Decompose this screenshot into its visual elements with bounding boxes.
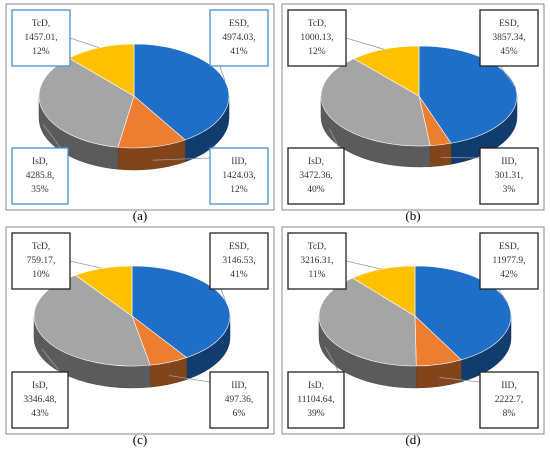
panel-caption: (c) bbox=[133, 432, 147, 447]
data-label-percent: 12% bbox=[308, 47, 326, 57]
data-label-value: 1424.03, bbox=[222, 171, 255, 181]
data-label-box bbox=[287, 371, 345, 429]
data-label-box bbox=[479, 371, 539, 429]
pie-slice-esd bbox=[418, 45, 518, 144]
data-label-box bbox=[209, 232, 269, 290]
pie-slice-isd bbox=[38, 57, 135, 148]
data-label-box bbox=[11, 371, 69, 429]
leader-line bbox=[152, 157, 211, 161]
data-label-percent: 12% bbox=[32, 47, 50, 57]
panel-caption: (b) bbox=[405, 208, 420, 223]
pie-slice-tcd bbox=[351, 265, 416, 317]
data-label-category: TcD, bbox=[308, 19, 327, 29]
data-label-percent: 40% bbox=[307, 185, 325, 195]
data-label-category: IsD, bbox=[32, 157, 48, 167]
data-label-category: IID, bbox=[501, 381, 517, 391]
data-label-value: 4974.03, bbox=[222, 33, 255, 43]
data-label-category: IsD, bbox=[32, 381, 48, 391]
data-label-category: TcD, bbox=[308, 242, 327, 252]
leader-line bbox=[69, 37, 100, 49]
data-label-category: IID, bbox=[231, 157, 247, 167]
data-label-box bbox=[479, 232, 539, 290]
data-label-value: 3216.31, bbox=[300, 256, 333, 266]
data-label-box bbox=[479, 9, 539, 67]
leader-line bbox=[440, 156, 481, 159]
data-label-percent: 41% bbox=[230, 270, 248, 280]
data-label-box bbox=[287, 9, 347, 67]
data-label-percent: 35% bbox=[31, 185, 49, 195]
leader-line bbox=[439, 377, 481, 383]
data-label-percent: 12% bbox=[230, 185, 248, 195]
pie-chart-panel: ESD, 3146.53, 41% IID, 497.36, 6% IsD, 3346.48,… bbox=[5, 226, 275, 447]
data-label-value: 3472.36, bbox=[299, 171, 332, 181]
data-label-category: IID, bbox=[501, 157, 517, 167]
data-label-box bbox=[209, 371, 269, 429]
data-label-value: 3857.34, bbox=[492, 33, 525, 43]
data-label-value: 759.17, bbox=[27, 256, 56, 266]
data-label-value: 11977.9, bbox=[493, 256, 526, 266]
data-label-percent: 42% bbox=[500, 270, 518, 280]
pie-chart-panel: ESD, 4974.03, 41% IID, 1424.03, 12% IsD, 4285.8… bbox=[5, 3, 275, 223]
data-label-percent: 10% bbox=[32, 270, 50, 280]
pie-slice-tcd bbox=[74, 265, 133, 317]
data-label-percent: 6% bbox=[233, 409, 246, 419]
data-label-category: ESD, bbox=[229, 19, 249, 29]
data-label-value: 497.36, bbox=[225, 395, 254, 405]
pie-chart-panel: ESD, 11977.9, 42% IID, 2222.7, 8% IsD, 11104.64… bbox=[281, 226, 545, 447]
leader-line bbox=[345, 260, 382, 270]
data-label-category: TcD, bbox=[32, 19, 51, 29]
data-label-box bbox=[209, 147, 269, 205]
data-label-percent: 8% bbox=[503, 409, 516, 419]
data-label-percent: 41% bbox=[230, 47, 248, 57]
data-label-percent: 11% bbox=[308, 270, 325, 280]
pie-slice-tcd bbox=[353, 45, 420, 97]
panel-caption: (a) bbox=[133, 208, 147, 223]
data-label-value: 1457.01, bbox=[24, 33, 57, 43]
data-label-category: ESD, bbox=[229, 242, 249, 252]
data-label-box bbox=[479, 147, 539, 205]
data-label-box bbox=[11, 232, 71, 290]
data-label-category: IsD, bbox=[308, 157, 324, 167]
pie-chart-panel: ESD, 3857.34, 45% IID, 301.31, 3% IsD, 3472.36,… bbox=[281, 3, 545, 223]
data-label-value: 3146.53, bbox=[222, 256, 255, 266]
data-label-percent: 45% bbox=[500, 47, 518, 57]
data-label-category: ESD, bbox=[499, 242, 519, 252]
data-label-value: 1000.13, bbox=[300, 33, 333, 43]
data-label-category: IsD, bbox=[308, 381, 324, 391]
data-label-box bbox=[287, 232, 347, 290]
data-label-box bbox=[287, 147, 345, 205]
data-label-category: ESD, bbox=[499, 19, 519, 29]
leader-line bbox=[69, 260, 103, 269]
data-label-box bbox=[11, 9, 71, 67]
data-label-percent: 3% bbox=[503, 185, 516, 195]
data-label-category: TcD, bbox=[32, 242, 51, 252]
data-label-percent: 39% bbox=[307, 409, 325, 419]
pie-slice-side-iid bbox=[429, 142, 452, 167]
leader-line bbox=[345, 37, 385, 50]
panel-caption: (d) bbox=[405, 432, 420, 447]
data-label-value: 4285.8, bbox=[26, 171, 55, 181]
data-label-value: 301.31, bbox=[495, 171, 524, 181]
data-label-value: 11104.64, bbox=[297, 395, 334, 405]
data-label-value: 2222.7, bbox=[495, 395, 524, 405]
pie-slice-isd bbox=[320, 58, 431, 147]
leader-line bbox=[169, 375, 211, 383]
data-label-percent: 43% bbox=[31, 409, 49, 419]
pie-slice-iid bbox=[117, 95, 186, 149]
data-label-box bbox=[11, 147, 69, 205]
data-label-value: 3346.48, bbox=[23, 395, 56, 405]
data-label-box bbox=[209, 9, 269, 67]
data-label-category: IID, bbox=[231, 381, 247, 391]
